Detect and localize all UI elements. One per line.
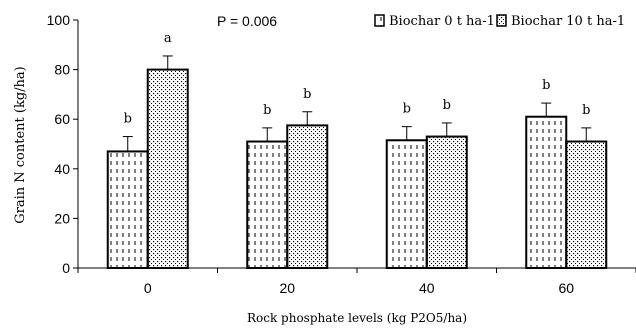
legend-label-biochar-0: Biochar 0 t ha-1 <box>389 14 495 29</box>
legend-swatch-biochar-10 <box>496 14 507 27</box>
significance-letter: b <box>443 98 451 113</box>
bar-biochar-10 <box>146 68 189 269</box>
bar-biochar-0 <box>525 115 568 269</box>
significance-letter: b <box>124 112 132 127</box>
significance-letter: b <box>582 103 590 118</box>
bar-biochar-0 <box>246 140 289 270</box>
significance-letter: b <box>303 87 311 102</box>
y-tick-label: 60 <box>54 111 70 127</box>
x-tick-label: 0 <box>144 280 152 296</box>
y-axis-label: Grain N content (kg/ha) <box>13 66 28 224</box>
significance-letter: b <box>542 78 550 93</box>
significance-letter: b <box>263 103 271 118</box>
legend: Biochar 0 t ha-1 Biochar 10 t ha-1 <box>374 14 625 29</box>
bar-biochar-10 <box>286 124 329 270</box>
p-value-annotation: P = 0.006 <box>217 13 277 29</box>
bar-biochar-0 <box>106 150 149 269</box>
x-tick-label: 20 <box>279 280 295 296</box>
bar-biochar-10 <box>425 135 468 269</box>
significance-letter: b <box>403 102 411 117</box>
y-tick-label: 100 <box>47 12 71 28</box>
y-tick-label: 0 <box>62 260 70 276</box>
bar-biochar-0 <box>385 139 428 269</box>
x-tick-label: 60 <box>558 280 574 296</box>
y-tick-label: 40 <box>54 161 70 177</box>
y-tick-label: 80 <box>54 62 70 78</box>
x-axis-label: Rock phosphate levels (kg P2O5/ha) <box>247 311 467 325</box>
legend-label-biochar-10: Biochar 10 t ha-1 <box>511 14 625 29</box>
x-tick-label: 40 <box>419 280 435 296</box>
significance-letter: a <box>164 31 172 46</box>
y-tick-label: 20 <box>54 210 70 226</box>
bar-biochar-10 <box>565 140 608 270</box>
legend-swatch-biochar-0 <box>374 14 385 27</box>
